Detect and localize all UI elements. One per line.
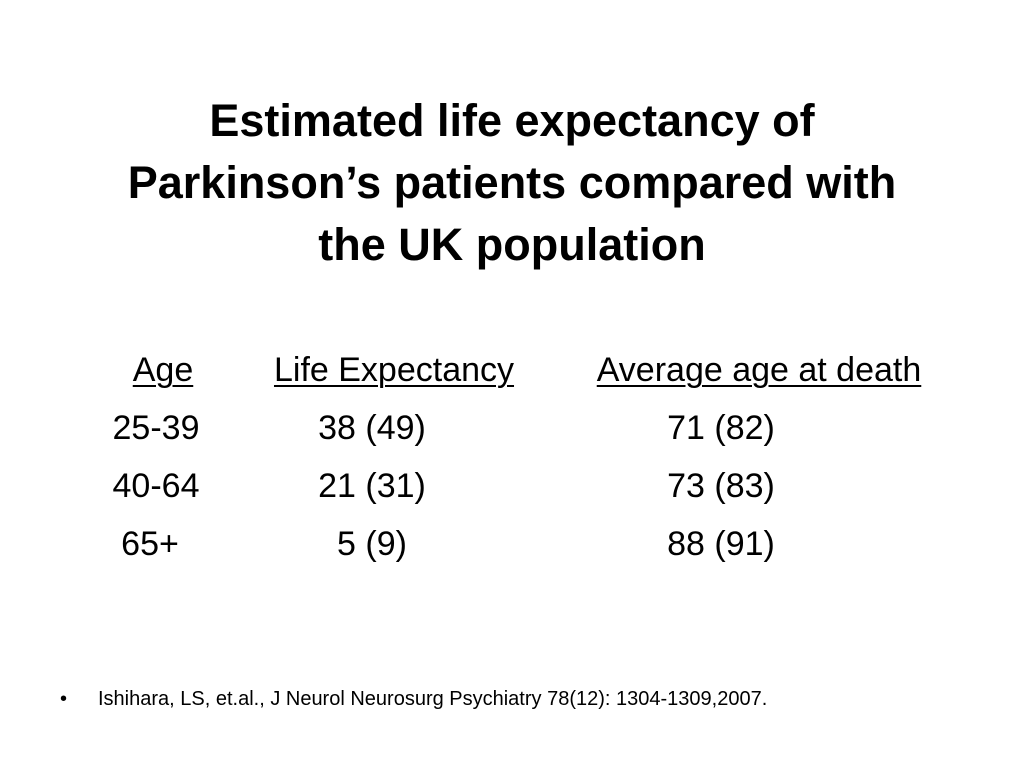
- title-line-1: Estimated life expectancy of: [209, 95, 815, 146]
- bullet-marker: •: [60, 688, 68, 710]
- row-1-age: 25-39: [112, 409, 200, 447]
- row-3-life-expectancy: 5 (9): [337, 525, 407, 563]
- row-1-average-age: 71 (82): [667, 409, 775, 447]
- slide-title: Estimated life expectancy of Parkinson’s…: [40, 90, 984, 276]
- header-average-age-at-death: Average age at death: [596, 351, 922, 389]
- header-age: Age: [132, 351, 194, 389]
- reference-citation: Ishihara, LS, et.al., J Neurol Neurosurg…: [98, 688, 768, 710]
- title-line-2: Parkinson’s patients compared with: [127, 157, 897, 208]
- row-2-age: 40-64: [112, 467, 200, 505]
- row-2-life-expectancy: 21 (31): [318, 467, 426, 505]
- row-3-average-age: 88 (91): [667, 525, 775, 563]
- row-3-age: 65+: [121, 525, 179, 563]
- row-1-life-expectancy: 38 (49): [318, 409, 426, 447]
- header-life-expectancy: Life Expectancy: [273, 351, 515, 389]
- title-line-3: the UK population: [318, 219, 706, 270]
- row-2-average-age: 73 (83): [667, 467, 775, 505]
- reference-bullet-item: • Ishihara, LS, et.al., J Neurol Neurosur…: [60, 686, 1000, 712]
